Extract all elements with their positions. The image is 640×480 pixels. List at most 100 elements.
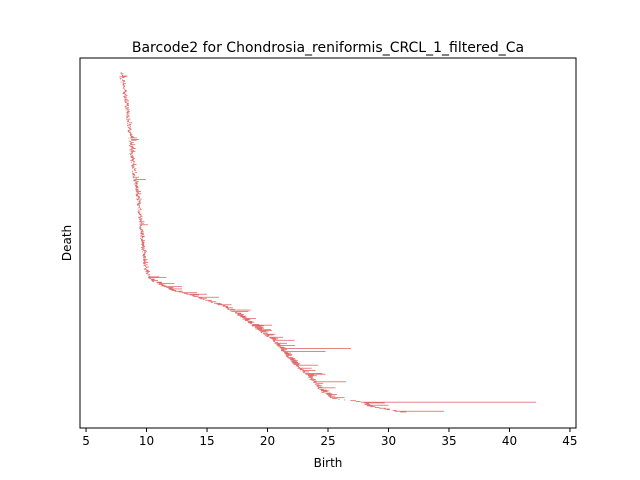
barcode-bar xyxy=(139,205,140,207)
barcode-bar xyxy=(198,297,203,299)
barcode-bar xyxy=(129,141,132,143)
barcode-bar xyxy=(126,119,129,121)
barcode-bar xyxy=(124,105,127,107)
barcode-bar xyxy=(366,404,389,406)
barcode-bar xyxy=(328,395,336,397)
barcode-bar xyxy=(124,89,126,91)
barcode-bar xyxy=(135,194,139,196)
barcode-bar xyxy=(319,388,324,390)
barcode-bar xyxy=(143,250,147,251)
barcode-bar xyxy=(266,334,274,336)
barcode-bar xyxy=(297,366,300,368)
barcode-bar xyxy=(330,397,345,399)
barcode-bar xyxy=(128,140,130,142)
barcode-bar xyxy=(139,223,142,225)
barcode-bar xyxy=(260,330,267,332)
barcode-bar xyxy=(131,139,139,140)
barcode-bar xyxy=(297,367,312,369)
barcode-bar xyxy=(166,287,174,288)
barcode-bar xyxy=(147,271,149,273)
barcode-bar xyxy=(130,133,132,134)
barcode-bar xyxy=(123,85,126,87)
barcode-bar xyxy=(260,332,262,334)
barcode-bar xyxy=(315,384,320,386)
x-tick-label: 5 xyxy=(82,434,90,448)
barcode-bar xyxy=(133,176,134,177)
barcode-bar xyxy=(136,191,139,193)
barcode-bar xyxy=(140,233,144,235)
barcode-bar xyxy=(141,243,145,245)
barcode-bar xyxy=(140,220,141,222)
barcode-bar xyxy=(122,80,126,82)
barcode-bar xyxy=(360,401,537,403)
barcode-bar xyxy=(379,407,386,409)
barcode-bar xyxy=(143,260,147,262)
barcode-bar xyxy=(263,333,268,334)
barcode-bar xyxy=(133,169,136,171)
barcode-bar xyxy=(140,247,144,248)
x-tick-label: 35 xyxy=(441,434,456,448)
barcode-bar xyxy=(261,331,269,333)
barcode-bar xyxy=(146,273,149,275)
barcode-bar xyxy=(316,385,322,386)
barcode-bar xyxy=(365,403,370,405)
barcode-bar xyxy=(130,135,132,137)
barcode-bar xyxy=(135,188,137,189)
barcode-bar xyxy=(275,342,279,343)
barcode-bar xyxy=(144,268,147,269)
barcode-bar xyxy=(124,99,127,101)
barcode-bar xyxy=(284,352,292,354)
barcode-bar xyxy=(132,173,135,175)
barcode-bar xyxy=(128,138,130,140)
barcode-bar xyxy=(343,399,346,401)
barcode-bar xyxy=(216,303,223,305)
barcode-bar xyxy=(132,166,135,168)
x-tick-label: 20 xyxy=(260,434,275,448)
barcode-bar xyxy=(134,175,136,177)
barcode-bar xyxy=(394,410,445,412)
barcode-bar xyxy=(273,340,275,342)
barcode-bar xyxy=(192,295,195,297)
barcode-bar xyxy=(130,136,134,138)
barcode-bar xyxy=(125,108,128,109)
barcode-bar xyxy=(323,391,328,393)
barcode-bar xyxy=(140,235,145,237)
barcode-bar xyxy=(143,258,145,260)
barcode-bar xyxy=(129,137,137,139)
barcode-bar xyxy=(127,130,130,132)
barcode-bar xyxy=(227,308,235,310)
barcode-bar xyxy=(132,174,136,176)
barcode-bar xyxy=(139,227,142,229)
barcode-bar xyxy=(140,229,143,231)
barcode-bar xyxy=(142,230,144,232)
barcode-bar xyxy=(183,293,188,294)
barcode-bar xyxy=(127,125,129,127)
barcode-bar xyxy=(138,196,141,198)
barcode-bar xyxy=(157,282,163,284)
barcode-bar xyxy=(280,349,285,351)
barcode-bar xyxy=(308,376,313,377)
barcode-bar xyxy=(136,203,140,205)
barcode-bar xyxy=(126,103,129,105)
barcode-bar xyxy=(127,110,129,112)
barcode-bar xyxy=(136,189,139,191)
barcode-bar xyxy=(124,97,126,99)
barcode-bar xyxy=(130,134,133,136)
x-tick-label: 25 xyxy=(320,434,335,448)
barcode-bar xyxy=(144,257,146,259)
barcode-bar xyxy=(127,124,131,126)
barcode-bar xyxy=(291,360,298,362)
barcode-bar xyxy=(363,402,385,404)
barcode-bar xyxy=(329,396,332,398)
barcode-bar xyxy=(137,208,139,210)
barcode-bar xyxy=(138,200,140,202)
barcode-bar xyxy=(141,237,143,238)
barcode-bar xyxy=(222,305,228,307)
barcode-bar xyxy=(127,116,130,118)
barcode-bar xyxy=(126,108,130,110)
barcode-bar xyxy=(288,357,296,359)
barcode-bar xyxy=(251,324,272,326)
barcode-bar xyxy=(145,271,150,272)
barcode-bar xyxy=(227,308,229,309)
barcode-bar xyxy=(148,276,160,278)
